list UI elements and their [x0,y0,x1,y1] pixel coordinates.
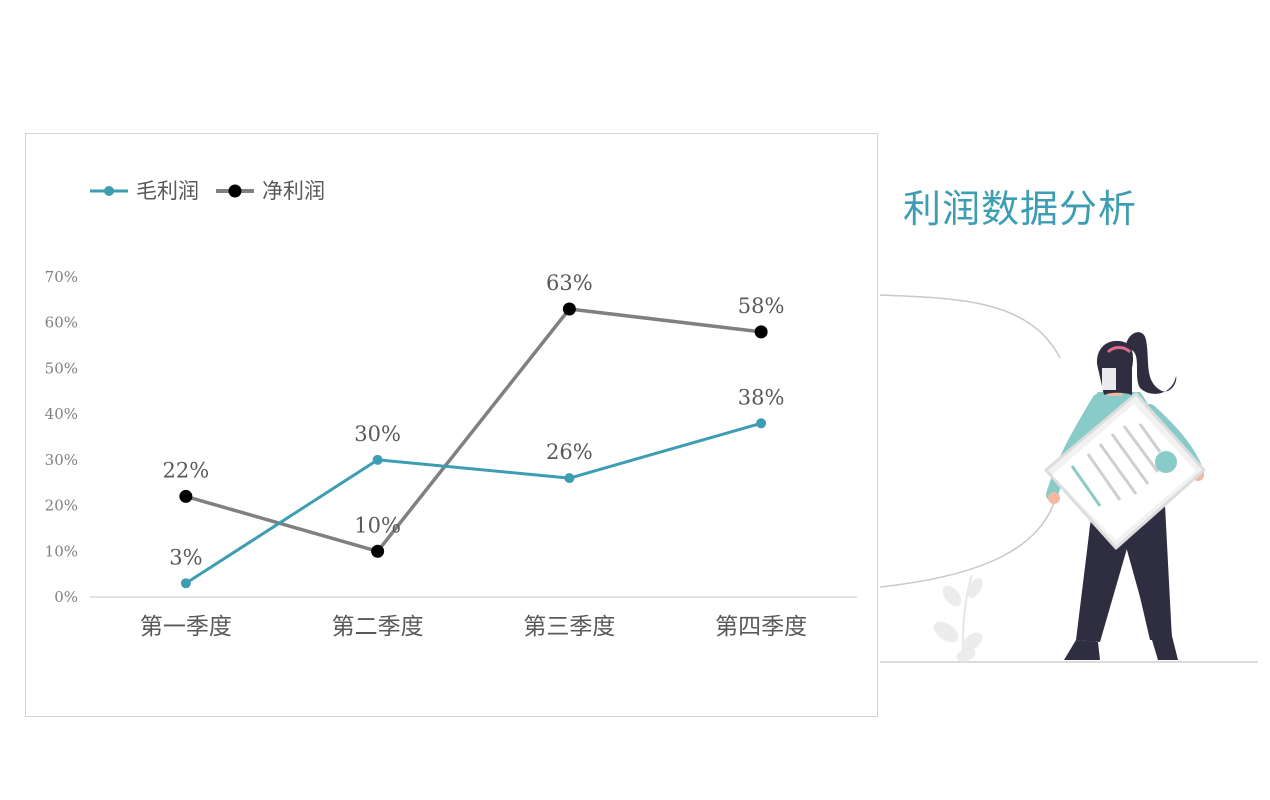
y-tick-label: 0% [54,588,78,606]
y-tick-label: 50% [45,359,78,377]
data-point-net [371,544,385,558]
data-point-gross [564,473,575,484]
data-point-gross [372,454,383,465]
data-label-gross: 26% [546,440,593,464]
data-label-net: 58% [738,294,785,318]
chart-legend: 毛利润 净利润 [90,179,325,203]
y-tick-label: 10% [45,542,78,560]
y-tick-label: 70% [45,268,78,286]
legend-label-gross: 毛利润 [136,179,199,203]
data-point-net [179,489,193,503]
data-point-gross [180,578,191,589]
y-axis: 0% 10% 20% 30% 40% 50% 60% 70% [45,268,78,606]
series-layer: 22% 10% 63% 58% 3% 30% 26% 38% [163,271,785,589]
data-label-net: 22% [163,458,210,482]
x-tick-label: 第三季度 [523,614,615,640]
series-line-gross [185,421,762,585]
data-label-net: 63% [546,271,593,295]
leaf-plant-icon [933,574,983,663]
x-tick-label: 第四季度 [715,614,807,640]
x-tick-label: 第二季度 [332,614,424,640]
page-title: 利润数据分析 [903,187,1138,231]
series-line-net [185,307,762,554]
y-tick-label: 30% [45,451,78,469]
y-tick-label: 20% [45,497,78,515]
data-label-gross: 3% [169,545,202,569]
legend-item-gross: 毛利润 [90,179,199,203]
y-tick-label: 60% [45,314,78,332]
y-tick-label: 40% [45,405,78,423]
legend-item-net: 净利润 [216,179,325,203]
chart-frame [25,133,878,717]
x-axis: 第一季度 第二季度 第三季度 第四季度 [90,596,857,640]
data-point-gross [756,418,767,429]
data-point-net [754,325,768,339]
data-label-gross: 38% [738,385,785,409]
legend-label-net: 净利润 [262,179,325,203]
data-point-net [562,302,576,316]
data-label-gross: 30% [354,422,401,446]
document-icon [1044,392,1206,550]
data-label-net: 10% [354,513,401,537]
x-tick-label: 第一季度 [140,614,232,640]
